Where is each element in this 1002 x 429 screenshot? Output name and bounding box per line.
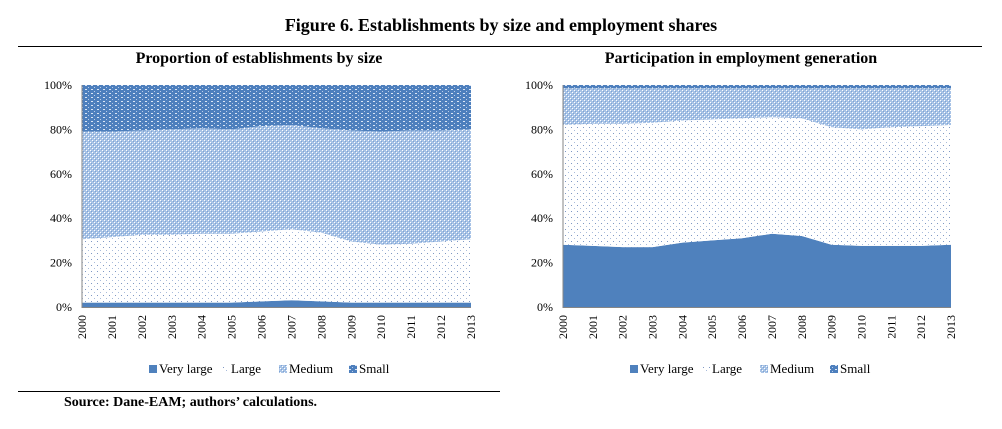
bottom-rule	[18, 391, 500, 392]
right-x-tick-label: 2011	[884, 315, 898, 339]
right-chart: 0% 20% 40% 60% 80% 100% 2000 2001 2002 2003 2004 20…	[525, 78, 958, 376]
left-legend-swatch-large	[221, 365, 229, 373]
left-x-tick-label: 2005	[225, 315, 239, 339]
left-y-tick-label: 100%	[44, 78, 72, 92]
left-legend-label: Large	[231, 361, 261, 376]
right-x-tick-label: 2012	[914, 315, 928, 339]
left-x-tick-label: 2000	[75, 315, 89, 339]
right-x-tick-label: 2007	[765, 315, 779, 339]
right-chart-title: Participation in employment generation	[604, 50, 878, 67]
left-x-tick-label: 2011	[404, 315, 418, 339]
right-legend-swatch-small	[830, 365, 838, 373]
left-legend-swatch-medium	[279, 365, 287, 373]
figure-title: Figure 6. Establishments by size and emp…	[284, 15, 718, 35]
right-legend-label: Medium	[770, 361, 814, 376]
right-x-tick-label: 2002	[616, 315, 630, 339]
right-x-tick-label: 2009	[825, 315, 839, 339]
left-legend-label: Medium	[289, 361, 333, 376]
left-y-tick-label: 20%	[50, 256, 72, 270]
right-x-tick-label: 2013	[944, 315, 958, 339]
left-y-tick-label: 40%	[50, 211, 72, 225]
right-area-small	[563, 85, 951, 89]
left-x-tick-label: 2008	[314, 315, 328, 339]
right-y-tick-label: 100%	[525, 78, 553, 92]
right-x-tick-label: 2000	[556, 315, 570, 339]
left-legend-swatch-very-large	[149, 365, 157, 373]
right-y-tick-label: 0%	[537, 300, 553, 314]
left-area-small	[82, 85, 471, 132]
left-chart-title: Proportion of establishments by size	[135, 50, 383, 67]
source-note: Source: Dane-EAM; authors’ calculations.	[64, 395, 318, 410]
left-y-tick-label: 60%	[50, 167, 72, 181]
right-x-tick-label: 2010	[855, 315, 869, 339]
right-area-medium	[563, 88, 951, 130]
right-legend-swatch-medium	[760, 365, 768, 373]
right-x-tick-label: 2006	[735, 315, 749, 339]
right-x-tick-label: 2005	[705, 315, 719, 339]
left-y-tick-label: 80%	[50, 122, 72, 136]
right-y-tick-label: 60%	[531, 167, 553, 181]
left-x-tick-label: 2002	[135, 315, 149, 339]
right-legend-label: Small	[840, 361, 871, 376]
top-rule	[18, 46, 982, 47]
left-area-medium	[82, 125, 471, 245]
right-legend-swatch-large	[702, 365, 710, 373]
right-legend: Very large Large Medium Small	[630, 361, 871, 376]
right-legend-label: Large	[712, 361, 742, 376]
left-area-large	[82, 229, 471, 303]
left-chart: 0% 20% 40% 60% 80% 100% 2000 2001 2002 2003 2004 20…	[44, 78, 478, 376]
right-y-tick-label: 80%	[531, 122, 553, 136]
right-x-tick-label: 2008	[795, 315, 809, 339]
left-x-tick-label: 2009	[344, 315, 358, 339]
right-legend-swatch-very-large	[630, 365, 638, 373]
right-area-very-large	[563, 233, 951, 307]
right-x-tick-label: 2001	[586, 315, 600, 339]
right-x-tick-label: 2004	[675, 315, 689, 339]
left-x-tick-label: 2004	[195, 315, 209, 339]
right-y-tick-label: 40%	[531, 211, 553, 225]
right-y-tick-label: 20%	[531, 256, 553, 270]
left-legend-label: Small	[359, 361, 390, 376]
right-x-tick-label: 2003	[646, 315, 660, 339]
left-legend-label: Very large	[159, 361, 213, 376]
left-x-tick-label: 2003	[165, 315, 179, 339]
left-legend-swatch-small	[349, 365, 357, 373]
left-x-tick-label: 2013	[464, 315, 478, 339]
left-area-very-large	[82, 300, 471, 307]
left-x-tick-label: 2007	[285, 315, 299, 339]
right-legend-label: Very large	[640, 361, 694, 376]
left-legend: Very large Large Medium Small	[149, 361, 390, 376]
left-y-tick-label: 0%	[56, 300, 72, 314]
right-area-large	[563, 117, 951, 248]
left-x-tick-label: 2012	[434, 315, 448, 339]
left-x-tick-label: 2010	[374, 315, 388, 339]
left-x-tick-label: 2006	[255, 315, 269, 339]
left-x-tick-label: 2001	[105, 315, 119, 339]
